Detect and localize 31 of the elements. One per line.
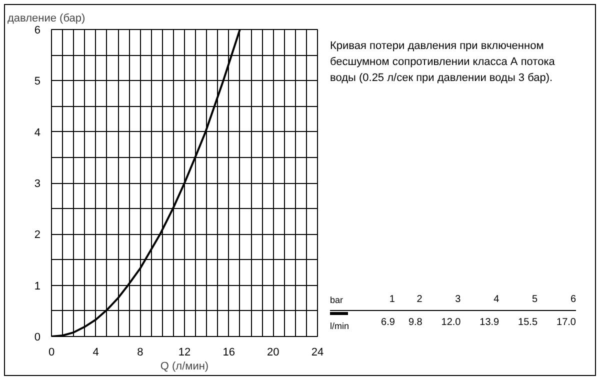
y-tick-label: 3: [34, 178, 41, 190]
x-tick-label: 0: [48, 346, 55, 358]
text: 17.0: [556, 316, 576, 330]
y-tick-label: 0: [34, 332, 41, 344]
y-tick-label: 6: [34, 24, 41, 36]
text: 3: [422, 292, 461, 310]
text: 5: [499, 292, 538, 310]
x-tick-label: 8: [137, 346, 144, 358]
text: 12.0: [440, 316, 461, 330]
y-tick-label: 5: [34, 76, 41, 88]
text: 1: [368, 292, 395, 310]
text: 15.5: [517, 316, 538, 330]
x-axis-title: Q (л/мин): [160, 360, 209, 372]
text: 6: [538, 292, 576, 310]
text: 9.8: [407, 316, 422, 330]
text: 13.9: [478, 316, 500, 330]
x-tick-label: 12: [178, 346, 191, 358]
x-tick-label: 20: [267, 346, 280, 358]
x-tick-label: 24: [311, 346, 324, 358]
x-tick-label: 16: [222, 346, 235, 358]
y-axis-title: давление (бар): [8, 12, 86, 24]
y-tick-label: 1: [34, 280, 41, 292]
text: 4: [460, 292, 500, 310]
text: bar: [330, 292, 368, 310]
text: 2: [394, 292, 422, 310]
text: l/min: [330, 320, 350, 333]
text: 6.9: [380, 316, 395, 330]
y-tick-label: 2: [34, 229, 41, 242]
x-tick-label: 4: [92, 346, 99, 358]
y-tick-label: 4: [34, 126, 41, 139]
text: Кривая потери давления при включенном бесшумном сопротивлении класса А потока воды (0.25 л/сек при давлении воды 3 бар).: [330, 39, 556, 86]
